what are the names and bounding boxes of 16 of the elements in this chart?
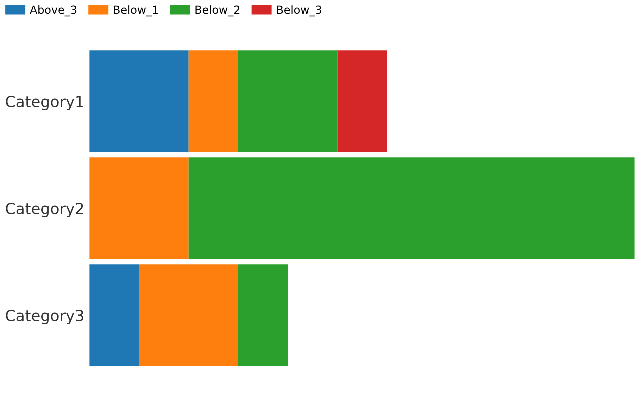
bar — [338, 50, 388, 152]
legend-label: Below_1 — [114, 6, 158, 17]
bar — [188, 158, 635, 260]
y-tick-label: Category1 — [6, 96, 84, 110]
bar — [238, 264, 288, 366]
bar — [139, 264, 238, 366]
bar — [90, 158, 189, 260]
legend-label: Above_3 — [30, 6, 77, 17]
bar — [90, 264, 140, 366]
bar — [188, 50, 238, 152]
legend-label: Below_2 — [196, 6, 240, 17]
legend-label: Below_3 — [277, 6, 322, 17]
y-tick-label: Category2 — [6, 202, 84, 218]
y-tick-label: Category3 — [6, 310, 84, 324]
bar — [238, 50, 338, 152]
bar — [90, 50, 189, 152]
